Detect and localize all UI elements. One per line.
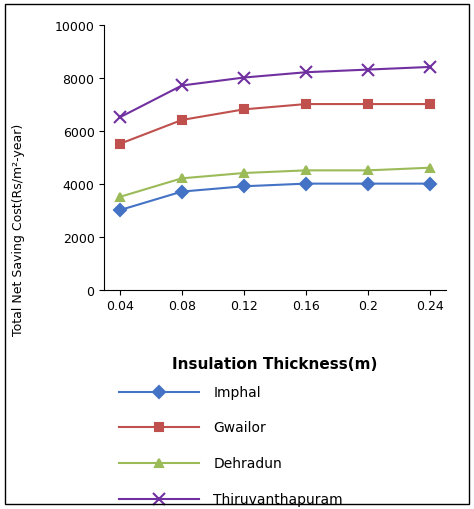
- Dehradun: [427, 165, 433, 172]
- Thiruvanthapuram: [241, 75, 247, 81]
- Imphal: [117, 208, 123, 214]
- Thiruvanthapuram: [365, 67, 371, 73]
- Line: Gwailor: Gwailor: [116, 101, 434, 149]
- Gwailor: [427, 102, 433, 108]
- Dehradun: [179, 176, 185, 182]
- Gwailor: [179, 118, 185, 124]
- Imphal: [241, 184, 247, 190]
- Text: Total Net Saving Cost(Rs/m²-year): Total Net Saving Cost(Rs/m²-year): [12, 123, 26, 335]
- Gwailor: [117, 142, 123, 148]
- Imphal: [365, 181, 371, 187]
- Dehradun: [303, 168, 309, 174]
- Text: Insulation Thickness(m): Insulation Thickness(m): [172, 356, 378, 371]
- Gwailor: [303, 102, 309, 108]
- Text: Thiruvanthapuram: Thiruvanthapuram: [213, 492, 343, 506]
- Imphal: [179, 189, 185, 195]
- Text: Imphal: Imphal: [213, 385, 261, 399]
- Imphal: [303, 181, 309, 187]
- Text: Dehradun: Dehradun: [213, 456, 282, 470]
- Dehradun: [117, 194, 123, 201]
- Text: Gwailor: Gwailor: [213, 420, 266, 435]
- Thiruvanthapuram: [117, 115, 123, 121]
- Gwailor: [365, 102, 371, 108]
- Line: Dehradun: Dehradun: [116, 164, 434, 202]
- Dehradun: [241, 171, 247, 177]
- Thiruvanthapuram: [427, 65, 433, 71]
- Thiruvanthapuram: [303, 70, 309, 76]
- Imphal: [427, 181, 433, 187]
- Gwailor: [241, 107, 247, 113]
- Thiruvanthapuram: [179, 83, 185, 90]
- Line: Imphal: Imphal: [116, 180, 434, 215]
- Line: Thiruvanthapuram: Thiruvanthapuram: [114, 62, 436, 124]
- Dehradun: [365, 168, 371, 174]
